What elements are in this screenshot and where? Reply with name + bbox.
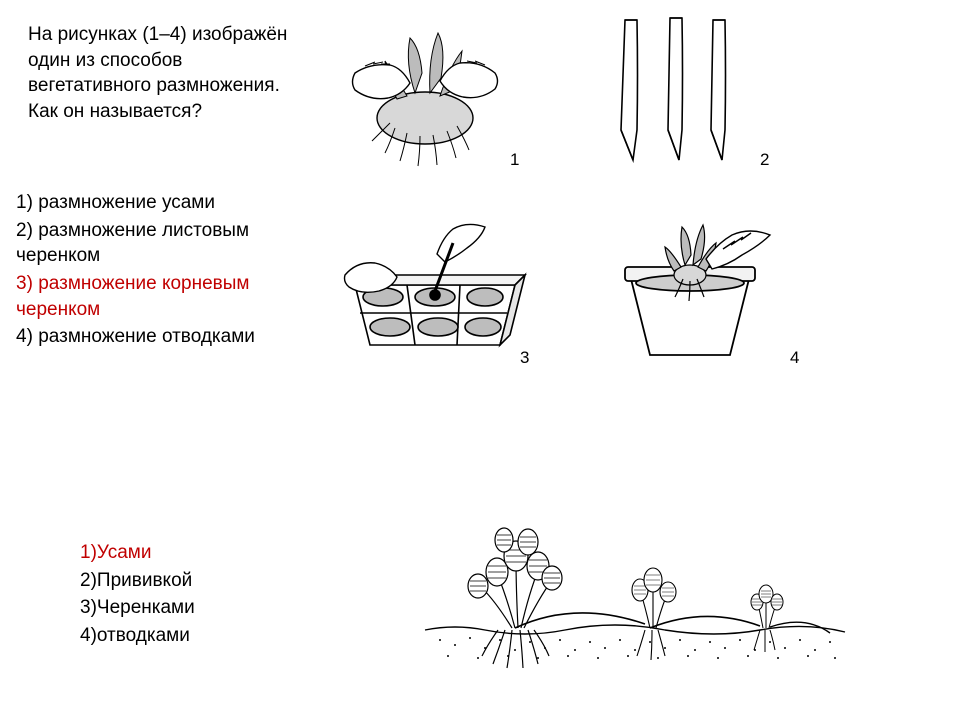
figure-1	[335, 18, 515, 168]
q2-opt3-text: Черенками	[97, 597, 195, 618]
q2-option-2: 2)Прививкой	[80, 568, 310, 594]
figure-q2	[420, 480, 850, 680]
figure-1-label: 1	[510, 150, 519, 170]
q2-opt1-text: Усами	[97, 542, 152, 563]
q2-opt3-num: 3)	[80, 597, 97, 618]
q1-opt1-text: размножение усами	[38, 192, 215, 213]
q1-opt2-num: 2)	[16, 220, 33, 241]
figure-4-label: 4	[790, 348, 799, 368]
figure-3-label: 3	[520, 348, 529, 368]
figure-4	[595, 205, 785, 365]
question1-prompt: На рисунках (1–4) изображён один из спос…	[28, 22, 308, 125]
page: На рисунках (1–4) изображён один из спос…	[0, 0, 960, 720]
q1-opt3-num: 3)	[16, 273, 33, 294]
q1-opt2-text: размножение листовым черенком	[16, 220, 249, 267]
question1-options: 1) размножение усами 2) размножение лист…	[16, 190, 316, 352]
q1-option-4: 4) размножение отводками	[16, 324, 316, 350]
q1-opt4-num: 4)	[16, 326, 33, 347]
question2-options: 1)Усами 2)Прививкой 3)Черенками 4)отводк…	[80, 540, 310, 651]
figure-3	[335, 205, 535, 365]
q1-opt4-text: размножение отводками	[38, 326, 255, 347]
q1-opt1-num: 1)	[16, 192, 33, 213]
q2-opt4-num: 4)	[80, 625, 97, 646]
q2-option-4: 4)отводками	[80, 623, 310, 649]
q2-option-1: 1)Усами	[80, 540, 310, 566]
q2-opt2-num: 2)	[80, 570, 97, 591]
q2-opt4-text: отводками	[97, 625, 190, 646]
q2-option-3: 3)Черенками	[80, 595, 310, 621]
q2-opt1-num: 1)	[80, 542, 97, 563]
q1-opt3-text: размножение корневым черенком	[16, 273, 250, 320]
q2-opt2-text: Прививкой	[97, 570, 192, 591]
figure-2-label: 2	[760, 150, 769, 170]
q1-option-1: 1) размножение усами	[16, 190, 316, 216]
q1-option-3: 3) размножение корневым черенком	[16, 271, 316, 322]
q1-option-2: 2) размножение листовым черенком	[16, 218, 316, 269]
figure-2	[580, 10, 760, 170]
